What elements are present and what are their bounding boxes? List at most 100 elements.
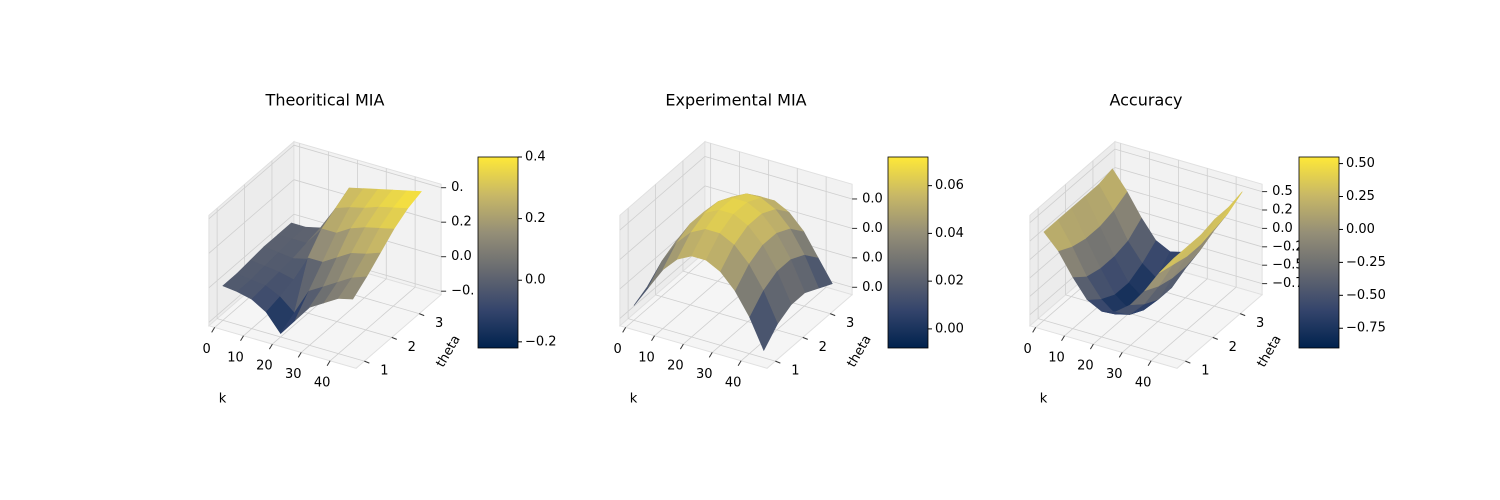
grid-line (208, 213, 295, 289)
colorbar-tick-label: 0.02 (935, 274, 964, 289)
grid-line (1114, 148, 1263, 192)
z-tick-label: −0.2 (1272, 239, 1304, 254)
y-tick-label: 2 (819, 340, 827, 355)
tick-mark (802, 336, 808, 340)
grid-line (625, 253, 711, 328)
tick-mark (1118, 352, 1123, 358)
x-tick-label: 40 (314, 375, 331, 390)
z-tick-label: 0.0 (862, 191, 883, 206)
tick-mark (1032, 327, 1037, 333)
tick-mark (708, 352, 713, 358)
y-axis-label: theta (845, 333, 875, 370)
tick-mark (829, 313, 836, 317)
tick-mark (418, 313, 425, 317)
tick-mark (1147, 360, 1152, 367)
surface-cell (1043, 219, 1073, 252)
grid-line (217, 318, 365, 362)
grid-line (1038, 318, 1186, 362)
z-tick-label: −0.7 (1272, 276, 1304, 291)
colorbar-tick-label: −0.2 (525, 334, 557, 349)
chart-title: Accuracy (1109, 91, 1182, 110)
x-tick-label: 30 (696, 367, 713, 382)
grid-line (301, 278, 387, 353)
chart-title: Experimental MIA (665, 91, 806, 110)
grid-line (1150, 286, 1237, 362)
grid-line (208, 179, 295, 254)
grid-line (619, 244, 706, 319)
z-tick-label: 0.2 (1272, 203, 1293, 218)
z-tick-label: 0.0 (1272, 221, 1293, 236)
z-tick-label: 0.5 (1272, 184, 1293, 199)
grid-line (655, 294, 803, 338)
tick-mark (775, 360, 781, 364)
tick-mark (1185, 360, 1191, 364)
colorbar-tick-label: 0.06 (935, 178, 964, 193)
x-tick-label: 40 (725, 375, 742, 390)
colorbar-tick-label: −0.25 (1346, 255, 1386, 270)
grid-line (1114, 203, 1263, 248)
tick-mark (211, 327, 216, 333)
x-tick-label: 30 (285, 367, 302, 382)
tick-mark (1212, 336, 1218, 340)
colorbar-tick-label: 0.00 (1346, 222, 1375, 237)
surface-cell (1159, 246, 1188, 273)
grid-line (619, 156, 706, 231)
colorbar-tick-label: 0.2 (525, 211, 546, 226)
y-tick-label: 3 (846, 316, 854, 331)
colorbar-tick-label: 0.25 (1346, 189, 1375, 204)
z-tick-label: 0.0 (862, 250, 883, 265)
colorbar-tick-label: 0.0 (525, 273, 546, 288)
tick-mark (679, 343, 684, 350)
tick-mark (1061, 335, 1065, 342)
colorbar-tick-label: 0.4 (525, 150, 546, 165)
grid-line (628, 318, 776, 362)
grid-line (1029, 167, 1116, 242)
tick-mark (326, 360, 331, 367)
x-tick-label: 30 (1106, 367, 1123, 382)
x-tick-label: 0 (614, 342, 622, 357)
colorbar (1298, 156, 1340, 349)
x-tick-label: 40 (1135, 375, 1152, 390)
grid-line (704, 156, 853, 200)
z-tick-label: 0.0 (862, 221, 883, 236)
x-tick-label: 20 (256, 359, 273, 374)
grid-line (1114, 185, 1263, 229)
z-tick-label: −0.5 (1272, 258, 1304, 273)
tick-mark (622, 327, 627, 333)
colorbar-tick-label: 0.00 (935, 321, 964, 336)
z-tick-label: 0.0 (451, 249, 472, 264)
tick-mark (364, 360, 370, 364)
x-tick-label: 10 (638, 350, 655, 365)
y-axis-label: theta (1255, 333, 1285, 370)
grid-line (329, 286, 416, 362)
x-tick-label: 0 (203, 342, 211, 357)
tick-mark (651, 335, 655, 342)
grid-line (1114, 167, 1263, 211)
tick-mark (1089, 343, 1094, 350)
colorbar-tick-label: 0.50 (1346, 156, 1375, 171)
surface-cell (337, 276, 368, 300)
z-tick-label: 0.0 (862, 280, 883, 295)
tick-mark (268, 343, 273, 350)
tick-mark (1239, 313, 1246, 317)
grid-line (208, 144, 295, 220)
grid-line (1122, 278, 1208, 353)
x-tick-label: 0 (1024, 342, 1032, 357)
x-tick-label: 20 (667, 359, 684, 374)
z-tick-label: 0. (451, 180, 463, 195)
surface-cell (720, 244, 749, 292)
tick-mark (737, 360, 742, 367)
y-tick-label: 1 (380, 364, 388, 379)
y-tick-label: 1 (1201, 364, 1209, 379)
y-tick-label: 2 (408, 340, 416, 355)
y-axis-label: theta (434, 333, 464, 370)
x-tick-label: 20 (1077, 359, 1094, 374)
x-tick-label: 10 (1048, 350, 1065, 365)
colorbar-tick-label: −0.50 (1346, 288, 1386, 303)
y-tick-label: 2 (1229, 340, 1237, 355)
y-tick-label: 3 (1256, 316, 1264, 331)
tick-mark (297, 352, 302, 358)
colorbar-tick-label: −0.75 (1346, 321, 1386, 336)
x-tick-label: 10 (227, 350, 244, 365)
